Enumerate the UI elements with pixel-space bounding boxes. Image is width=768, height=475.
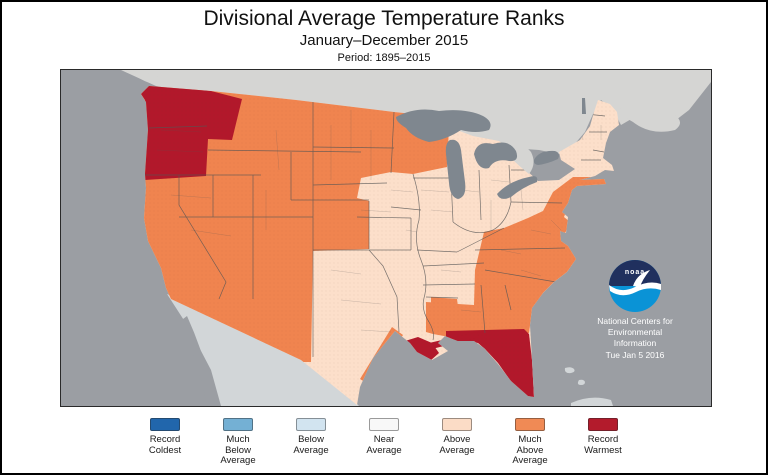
period-of-record: Period: 1895–2015 bbox=[337, 52, 431, 65]
below-average-label: Below Average bbox=[293, 434, 329, 456]
noaa-logo: noaa bbox=[609, 260, 661, 312]
record-warmest-swatch bbox=[588, 418, 618, 431]
legend-item-above-average: Above Average bbox=[421, 418, 494, 467]
nova-scotia bbox=[620, 104, 681, 132]
record-warmest-label: Record Warmest bbox=[584, 434, 622, 456]
cuba-coast bbox=[571, 397, 613, 406]
page-title: Divisional Average Temperature Ranks bbox=[203, 7, 565, 30]
legend-item-record-coldest: Record Coldest bbox=[129, 418, 202, 467]
near-average-swatch bbox=[369, 418, 399, 431]
legend-item-below-average: Below Average bbox=[275, 418, 348, 467]
us-temperature-rank-map: noaa National Centers for Environmental … bbox=[121, 70, 711, 406]
record-coldest-swatch bbox=[150, 418, 180, 431]
bahamas-islands bbox=[564, 367, 585, 385]
gulf-of-california bbox=[179, 316, 215, 406]
lake-erie bbox=[497, 176, 538, 199]
noaa-caption: National Centers for Environmental Infor… bbox=[597, 316, 673, 360]
legend: Record Coldest Much Below Average Below … bbox=[2, 418, 766, 467]
legend-item-much-above-average: Much Above Average bbox=[494, 418, 567, 467]
lake-huron bbox=[474, 142, 518, 169]
noaa-logo-sky bbox=[609, 260, 661, 286]
noaa-logo-seagull-body bbox=[609, 282, 661, 296]
record-coldest-label: Record Coldest bbox=[148, 434, 182, 456]
legend-item-much-below-average: Much Below Average bbox=[202, 418, 275, 467]
header: Divisional Average Temperature Ranks Jan… bbox=[2, 7, 766, 64]
noaa-org-line-1: National Centers for bbox=[597, 316, 673, 326]
lake-michigan bbox=[445, 139, 466, 199]
date-range: January–December 2015 bbox=[299, 32, 469, 50]
noaa-logo-acronym: noaa bbox=[625, 269, 645, 276]
map-date-stamp: Tue Jan 5 2016 bbox=[606, 350, 665, 360]
above-average-label: Above Average bbox=[439, 434, 475, 456]
noaa-org-line-2: Environmental bbox=[608, 327, 662, 337]
climate-division-lines bbox=[156, 110, 602, 333]
much-above-average-swatch bbox=[515, 418, 545, 431]
vancouver-island bbox=[139, 72, 171, 87]
lake-superior bbox=[396, 109, 491, 142]
lake-champlain bbox=[582, 98, 586, 114]
legend-item-record-warmest: Record Warmest bbox=[567, 418, 640, 467]
near-average-label: Near Average bbox=[366, 434, 402, 456]
above-average-swatch bbox=[442, 418, 472, 431]
noaa-logo-seagull-wing bbox=[633, 270, 650, 287]
much-below-average-swatch bbox=[223, 418, 253, 431]
much-below-average-label: Much Below Average bbox=[220, 434, 256, 467]
lake-ontario bbox=[533, 150, 559, 165]
legend-item-near-average: Near Average bbox=[348, 418, 421, 467]
noaa-org-line-3: Information bbox=[614, 338, 657, 348]
below-average-swatch bbox=[296, 418, 326, 431]
map-canvas: noaa National Centers for Environmental … bbox=[60, 69, 712, 407]
mexico-landmass bbox=[167, 294, 359, 406]
much-above-average-label: Much Above Average bbox=[512, 434, 548, 467]
